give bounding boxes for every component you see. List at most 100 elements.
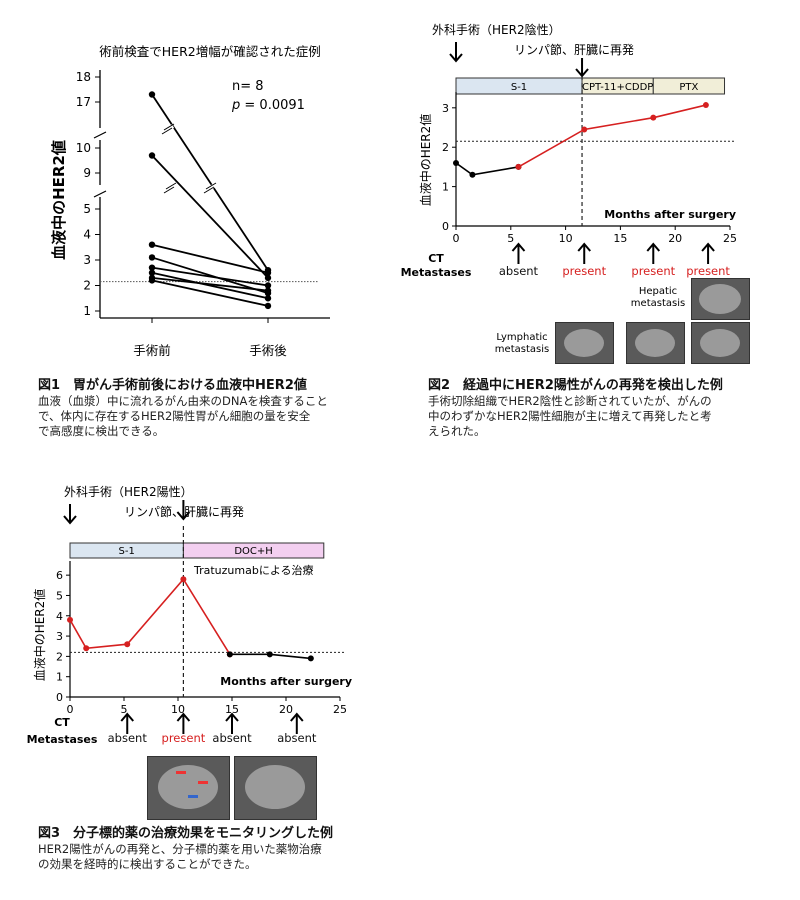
fig1-series-line xyxy=(151,266,269,287)
fig1-marks xyxy=(148,91,272,310)
fig1-n-annotation: n= 8 xyxy=(232,79,264,94)
fig1-point-before xyxy=(148,152,156,159)
fig1-y-tick-label: 3 xyxy=(83,253,91,267)
fig2-treatment-label: PTX xyxy=(679,82,698,93)
fig3-y-tick-label: 0 xyxy=(56,691,63,704)
fig2-recurrence-label: リンパ節、肝臓に再発 xyxy=(514,42,634,57)
fig3-recurrence-arrow xyxy=(176,500,191,521)
fig2-caption-title: 図2 経過中にHER2陽性がんの再発を検出した例 xyxy=(428,378,723,393)
fig2-lymph-label-line2: metastasis xyxy=(495,344,549,355)
fig2-ct-image-lymph-3 xyxy=(691,322,750,364)
fig3-y-tick-label: 2 xyxy=(56,650,63,663)
fig3-ct-image-after-treatment xyxy=(234,756,317,820)
fig3-marks: absent present absent absent xyxy=(67,576,317,745)
fig2-caption: 図2 経過中にHER2陽性がんの再発を検出した例 手術切除組織でHER2陰性と診… xyxy=(428,378,788,439)
fig3-caption-title: 図3 分子標的薬の治療効果をモニタリングした例 xyxy=(38,826,334,841)
fig2-data-point xyxy=(702,102,709,109)
fig1-point-after xyxy=(264,282,272,289)
fig1-line-break xyxy=(203,183,217,193)
fig1-line-break xyxy=(203,186,215,194)
fig2-data-point xyxy=(515,163,522,170)
fig1-point-before xyxy=(148,264,156,271)
fig2-metastases-label: Metastases xyxy=(401,266,472,279)
fig3-ct-label: CT xyxy=(54,716,70,729)
fig3-ct-finding-label: absent xyxy=(108,731,148,745)
fig1-caption-line: 血液（血漿）中に流れるがん由来のDNAを検査すること xyxy=(38,394,328,408)
fig1-point-after xyxy=(264,302,272,310)
fig2-ct-image-hepatic xyxy=(691,278,750,320)
fig2-ct-label: CT xyxy=(428,252,444,265)
fig1-axis-break xyxy=(93,131,107,139)
fig1-caption-line: で、体内に存在するHER2陽性胃がん細胞の量を安全 xyxy=(38,409,311,423)
fig2-ct-finding-label: absent xyxy=(499,264,539,278)
fig3-data-point xyxy=(67,616,73,623)
fig2-x-label: Months after surgery xyxy=(604,208,736,221)
fig3-ct-finding-label: present xyxy=(162,731,206,745)
fig1-point-before xyxy=(148,241,156,248)
fig1-series-line xyxy=(151,243,269,274)
fig1-line-break xyxy=(161,127,173,135)
fig2-series-line xyxy=(518,104,707,168)
fig2-surgery-arrow xyxy=(449,42,463,63)
fig3-caption: 図3 分子標的薬の治療効果をモニタリングした例 HER2陽性がんの再発と、分子標… xyxy=(38,826,398,872)
fig2-treatment-label: S-1 xyxy=(511,82,527,93)
fig2-ct-finding-label: present xyxy=(631,264,675,278)
fig3-x-tick-label: 20 xyxy=(279,703,293,716)
fig1-p-annotation: p = 0.0091 xyxy=(231,98,305,113)
fig3-surgery-label: 外科手術（HER2陽性） xyxy=(64,485,193,499)
fig2-data-point xyxy=(650,114,657,121)
fig2-treatment-label: CPT-11+CDDP xyxy=(582,82,653,93)
fig2-ct-arrow xyxy=(701,242,715,264)
fig1-caption-line: で高感度に検出できる。 xyxy=(38,424,165,438)
fig3-data-point xyxy=(180,576,187,583)
fig3-treatment-label: S-1 xyxy=(119,546,135,557)
fig2-series-line xyxy=(455,162,519,176)
fig1-point-after xyxy=(264,287,272,294)
fig1-axis-break xyxy=(93,190,107,198)
fig1-series-line xyxy=(151,154,269,279)
fig2-y-tick-label: 2 xyxy=(442,141,449,154)
fig3-ct-arrow xyxy=(225,712,239,734)
fig3-caption-line: HER2陽性がんの再発と、分子標的薬を用いた薬物治療 xyxy=(38,842,322,856)
fig2-ct-finding-label: present xyxy=(562,264,606,278)
fig3-y-tick-label: 4 xyxy=(56,610,63,623)
fig2-ct-arrow xyxy=(577,242,591,264)
fig3-y-tick-label: 3 xyxy=(56,630,63,643)
fig2-surgery-label: 外科手術（HER2陰性） xyxy=(432,23,561,37)
fig2-x-tick-label: 25 xyxy=(723,232,737,245)
fig2-y-tick-label: 0 xyxy=(442,220,449,233)
fig3-x-label: Months after surgery xyxy=(220,675,352,688)
fig2-data-point xyxy=(453,159,459,166)
fig3-ct-arrow xyxy=(120,712,134,734)
fig2-ct-image-lymph-1 xyxy=(555,322,614,364)
fig1-point-before xyxy=(148,277,156,284)
fig3-surgery-arrow xyxy=(63,504,77,525)
fig3-ct-image-recurrence xyxy=(147,756,230,820)
fig3-data-point xyxy=(83,645,90,652)
fig3-x-tick-label: 25 xyxy=(333,703,347,716)
fig2-lymph-label-line1: Lymphatic xyxy=(496,332,547,343)
fig1-point-before xyxy=(148,91,156,98)
fig3-x-tick-label: 10 xyxy=(171,703,185,716)
fig3-series-line xyxy=(69,577,231,655)
fig1-point-before xyxy=(148,254,156,261)
fig1-line-break xyxy=(205,182,217,190)
fig2-y-tick-label: 1 xyxy=(442,181,449,194)
fig3-ct-arrow xyxy=(290,712,304,734)
fig1-y-tick-label: 5 xyxy=(83,202,91,216)
fig3-y-tick-label: 5 xyxy=(56,589,63,602)
fig1-y-tick-label: 2 xyxy=(83,279,91,293)
fig1-point-after xyxy=(264,295,272,302)
fig1-line-break xyxy=(163,186,175,194)
fig3-ct-finding-label: absent xyxy=(277,731,317,745)
fig1-point-after xyxy=(264,269,272,276)
fig1-series-line xyxy=(151,271,269,300)
fig1-y-label: 血液中のHER2値 xyxy=(50,140,68,260)
fig1-caption: 図1 胃がん手術前後における血液中HER2値 血液（血漿）中に流れるがん由来のD… xyxy=(38,378,388,439)
fig3-ct-finding-label: absent xyxy=(212,731,252,745)
fig1-line-break xyxy=(163,183,177,193)
fig1-x-tick-label: 手術後 xyxy=(249,343,287,358)
fig1-series-line xyxy=(151,94,269,271)
fig2-data-point xyxy=(469,171,476,178)
figure-1-chart: 術前検査でHER2増幅が確認された症例 血液中のHER2値 n= 8 p = 0… xyxy=(50,44,330,358)
